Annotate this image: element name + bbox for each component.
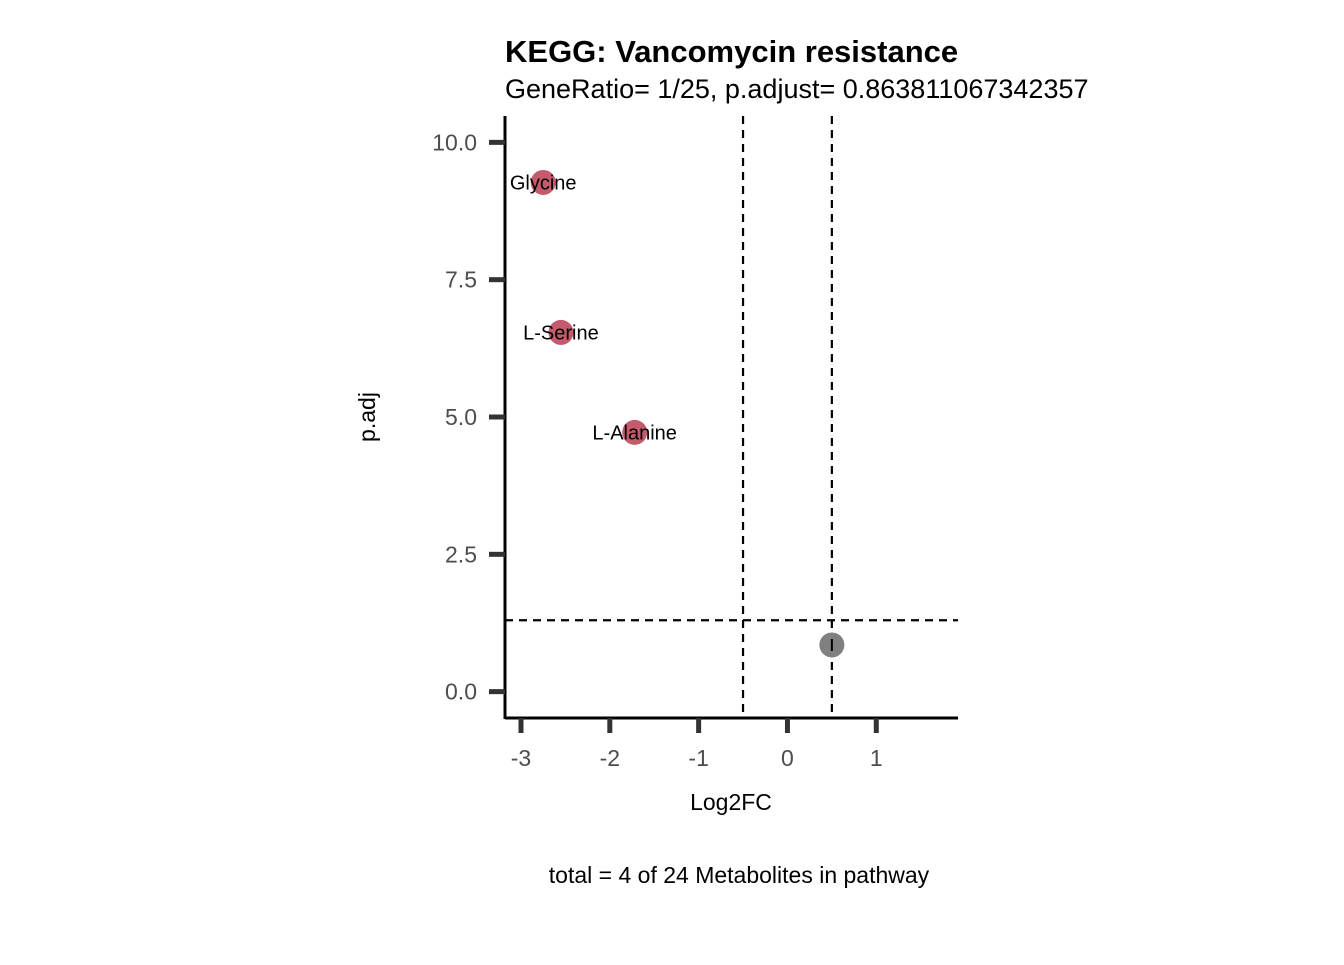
x-axis-ticks: -3 -2 -1 0 1	[511, 718, 883, 771]
chart-title: KEGG: Vancomycin resistance	[505, 34, 958, 69]
x-tick-label: -1	[688, 745, 708, 771]
data-point	[622, 419, 648, 445]
x-tick-label: 0	[781, 745, 794, 771]
x-tick-label: 1	[870, 745, 883, 771]
x-tick-label: -3	[511, 745, 531, 771]
y-axis-label: p.adj	[354, 392, 380, 442]
data-point	[548, 319, 574, 345]
point-label: L-Alanine	[592, 422, 677, 444]
x-axis-label: Log2FC	[690, 789, 772, 815]
point-labels: Glycine L-Serine L-Alanine	[510, 172, 833, 651]
chart-subtitle: GeneRatio= 1/25, p.adjust= 0.86381106734…	[505, 74, 1089, 104]
y-tick-label: 2.5	[445, 541, 477, 567]
y-tick-label: 10.0	[432, 129, 477, 155]
data-points	[530, 169, 845, 658]
y-tick-label: 5.0	[445, 404, 477, 430]
chart-caption: total = 4 of 24 Metabolites in pathway	[549, 862, 930, 888]
data-point	[530, 169, 556, 195]
x-tick-label: -2	[600, 745, 620, 771]
y-tick-label: 0.0	[445, 679, 477, 705]
y-axis-ticks: 0.0 2.5 5.0 7.5 10.0	[432, 129, 505, 705]
point-label: Glycine	[510, 172, 577, 194]
y-tick-label: 7.5	[445, 267, 477, 293]
threshold-lines	[505, 116, 958, 718]
point-label: L-Serine	[523, 322, 599, 344]
